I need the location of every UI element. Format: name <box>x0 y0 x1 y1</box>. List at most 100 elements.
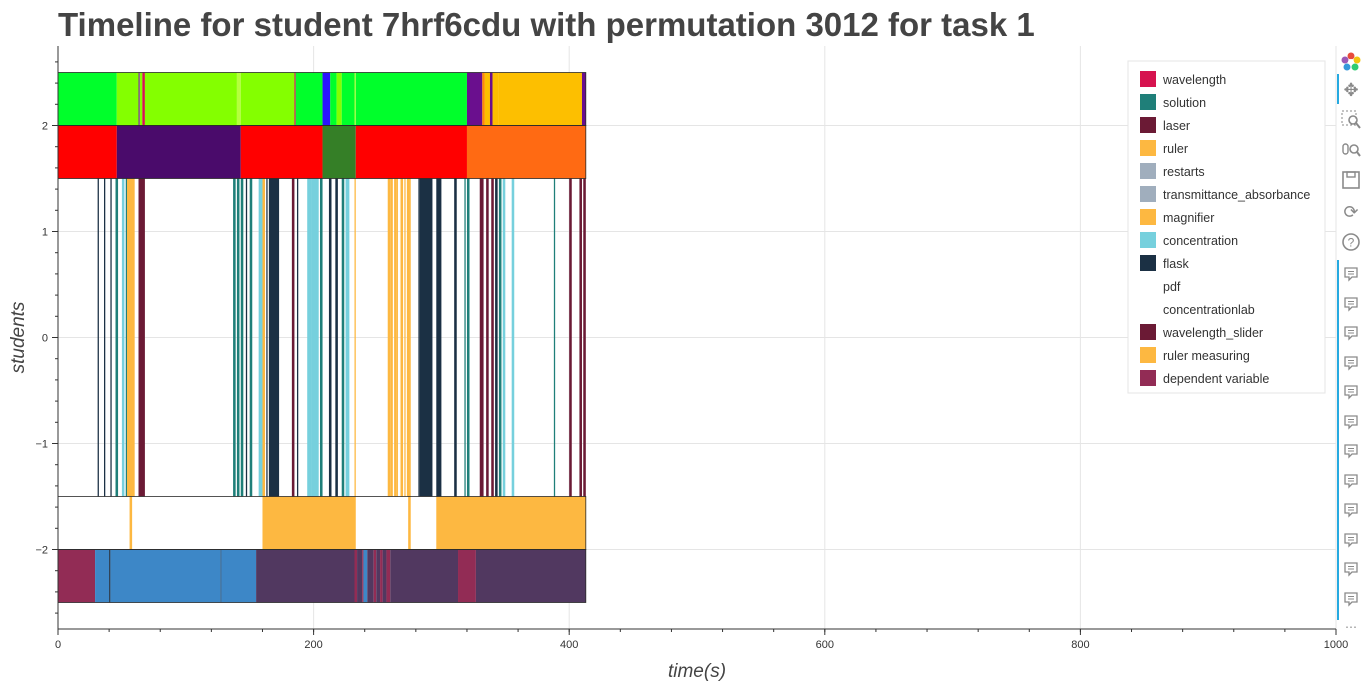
timeline-segment <box>58 549 96 603</box>
timeline-segment <box>268 178 280 497</box>
timeline-segment <box>409 178 411 497</box>
more-tools-icon[interactable]: ⋯ <box>1345 620 1357 634</box>
timeline-segment <box>363 549 368 603</box>
timeline-segment <box>579 178 582 497</box>
box-zoom-icon[interactable] <box>1339 108 1363 132</box>
timeline-segment <box>322 125 356 179</box>
svg-text:?: ? <box>1348 236 1355 250</box>
timeline-segment <box>583 178 586 497</box>
timeline-segment <box>245 178 248 497</box>
hover-tool-icon[interactable] <box>1339 380 1363 404</box>
legend-swatch <box>1140 94 1156 110</box>
save-icon[interactable] <box>1339 168 1363 192</box>
hover-tool-icon[interactable] <box>1339 498 1363 522</box>
timeline-segment <box>127 178 135 497</box>
x-tick-label: 200 <box>304 639 322 651</box>
timeline-segment <box>386 549 391 603</box>
timeline-segment <box>376 549 381 603</box>
timeline-segment <box>345 178 350 497</box>
legend-swatch <box>1140 163 1156 179</box>
timeline-segment <box>58 72 117 126</box>
hover-tool-icon[interactable] <box>1339 351 1363 375</box>
timeline-segment <box>498 178 502 497</box>
x-tick-label: 400 <box>560 639 578 651</box>
timeline-segment <box>335 178 338 497</box>
plot-toolbar: ✥ ⟳ ? ⋯ <box>1337 50 1365 635</box>
timeline-segment <box>511 178 515 497</box>
timeline-segment <box>498 72 582 126</box>
legend-swatch <box>1140 232 1156 248</box>
legend-label: flask <box>1163 257 1189 271</box>
timeline-segment <box>109 549 111 603</box>
timeline-segment <box>262 178 266 497</box>
timeline-segment <box>354 72 356 126</box>
timeline-segment <box>495 178 498 497</box>
legend-swatch <box>1140 278 1156 294</box>
wheel-zoom-icon[interactable] <box>1339 138 1363 162</box>
legend-swatch <box>1140 186 1156 202</box>
timeline-segment <box>256 549 355 603</box>
timeline-segment <box>291 178 295 497</box>
hover-tool-icon[interactable] <box>1339 262 1363 286</box>
hover-tool-icon[interactable] <box>1339 292 1363 316</box>
hover-tool-icon[interactable] <box>1339 528 1363 552</box>
hover-tool-icon[interactable] <box>1339 321 1363 345</box>
timeline-segment <box>139 72 143 126</box>
hover-tool-icon[interactable] <box>1339 439 1363 463</box>
timeline-segment <box>479 178 484 497</box>
timeline-segment <box>330 72 337 126</box>
legend-label: restarts <box>1163 165 1205 179</box>
y-tick-label: 0 <box>42 333 48 345</box>
timeline-segment <box>373 549 377 603</box>
timeline-segment <box>466 178 470 497</box>
timeline-segment <box>240 72 295 126</box>
timeline-segment <box>464 178 466 497</box>
timeline-segment <box>233 178 236 497</box>
timeline-segment <box>355 125 467 179</box>
pan-icon[interactable]: ✥ <box>1343 79 1359 101</box>
legend-swatch <box>1140 255 1156 271</box>
pan-active-indicator <box>1337 74 1339 104</box>
y-tick-label: 1 <box>42 227 48 239</box>
legend-swatch <box>1140 324 1156 340</box>
timeline-segment <box>249 178 253 497</box>
legend-swatch <box>1140 71 1156 87</box>
timeline-segment <box>319 178 323 497</box>
legend-swatch <box>1140 117 1156 133</box>
hover-tool-icon[interactable] <box>1339 469 1363 493</box>
timeline-segment <box>121 178 125 497</box>
timeline-segment <box>492 72 499 126</box>
timeline-segment <box>115 178 119 497</box>
hover-tool-icon[interactable] <box>1339 410 1363 434</box>
timeline-segment <box>138 72 140 126</box>
hover-tool-icon[interactable] <box>1339 587 1363 611</box>
reset-icon[interactable]: ⟳ <box>1343 201 1359 223</box>
x-tick-label: 1000 <box>1324 639 1348 651</box>
timeline-segment <box>138 178 145 497</box>
timeline-segment <box>295 72 323 126</box>
timeline-segment <box>116 72 139 126</box>
timeline-segment <box>458 549 476 603</box>
legend-label: transmittance_absorbance <box>1163 188 1310 202</box>
timeline-segment <box>307 178 312 497</box>
timeline-segment <box>104 178 106 497</box>
timeline-segment <box>489 72 493 126</box>
timeline-segment <box>294 72 296 126</box>
page-title: Timeline for student 7hrf6cdu with permu… <box>58 6 1035 43</box>
legend-label: wavelength <box>1162 73 1226 87</box>
legend-label: ruler measuring <box>1163 349 1250 363</box>
hover-tool-icon[interactable] <box>1339 557 1363 581</box>
legend-box <box>1127 60 1326 394</box>
timeline-segment <box>354 178 356 497</box>
timeline-segment <box>266 178 268 497</box>
help-icon[interactable]: ? <box>1339 230 1363 254</box>
timeline-segment <box>240 178 244 497</box>
bokeh-logo-icon[interactable] <box>1339 50 1363 74</box>
legend-swatch <box>1140 301 1156 317</box>
timeline-segment <box>491 178 494 497</box>
x-axis-label: time(s) <box>668 661 726 682</box>
timeline-segment <box>404 178 406 497</box>
legend-swatch <box>1140 209 1156 225</box>
legend-label: solution <box>1163 96 1206 110</box>
